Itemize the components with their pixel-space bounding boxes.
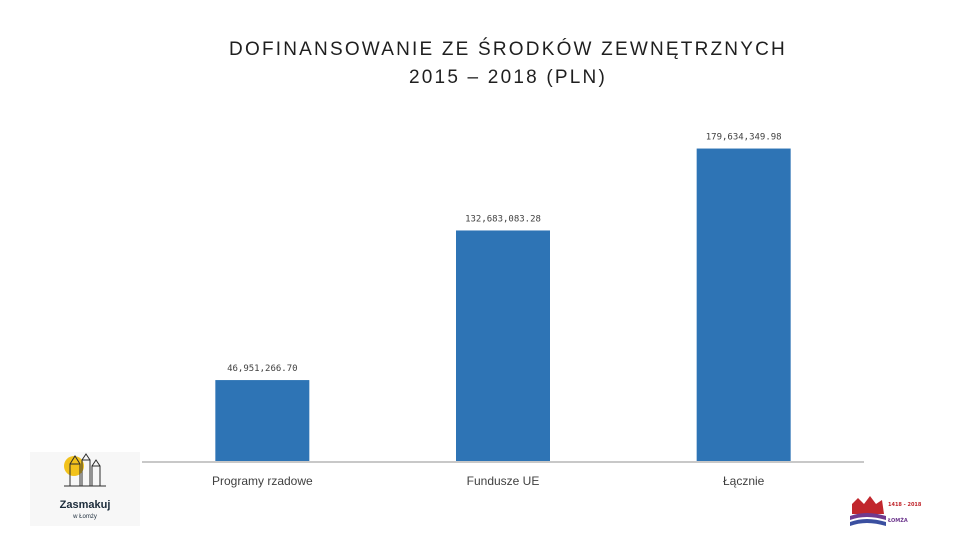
bars-group	[215, 148, 791, 462]
logo-right-city: ŁOMŻA	[887, 517, 908, 524]
chart-title-line-1: DOFINANSOWANIE ZE ŚRODKÓW ZEWNĘTRZNYCH	[229, 39, 787, 60]
zasmakuj-logo: Zasmakuj w Łomży	[30, 452, 140, 526]
logo-left-line-1: Zasmakuj	[60, 499, 111, 511]
data-label-1: 46,951,266.70	[227, 364, 297, 374]
data-label-3: 179,634,349.98	[706, 133, 782, 143]
logo-right-years: 1418 - 2018	[888, 502, 922, 508]
category-label-3: Łącznie	[723, 474, 765, 488]
category-label-1: Programy rzadowe	[212, 474, 313, 488]
bar-3	[696, 148, 791, 462]
lomza-anniversary-logo: 1418 - 2018 ŁOMŻA	[850, 496, 922, 526]
bar-2	[456, 230, 550, 462]
category-label-2: Fundusze UE	[467, 474, 540, 488]
labels-group: 46,951,266.70 Programy rzadowe 132,683,083…	[212, 133, 782, 488]
data-label-2: 132,683,083.28	[465, 214, 541, 224]
bar-1	[215, 380, 310, 462]
chart-title-line-2: 2015 – 2018 (PLN)	[409, 67, 607, 88]
chart-title: DOFINANSOWANIE ZE ŚRODKÓW ZEWNĘTRZNYCH 2…	[0, 36, 960, 92]
logo-left-line-2: w Łomży	[72, 514, 97, 520]
